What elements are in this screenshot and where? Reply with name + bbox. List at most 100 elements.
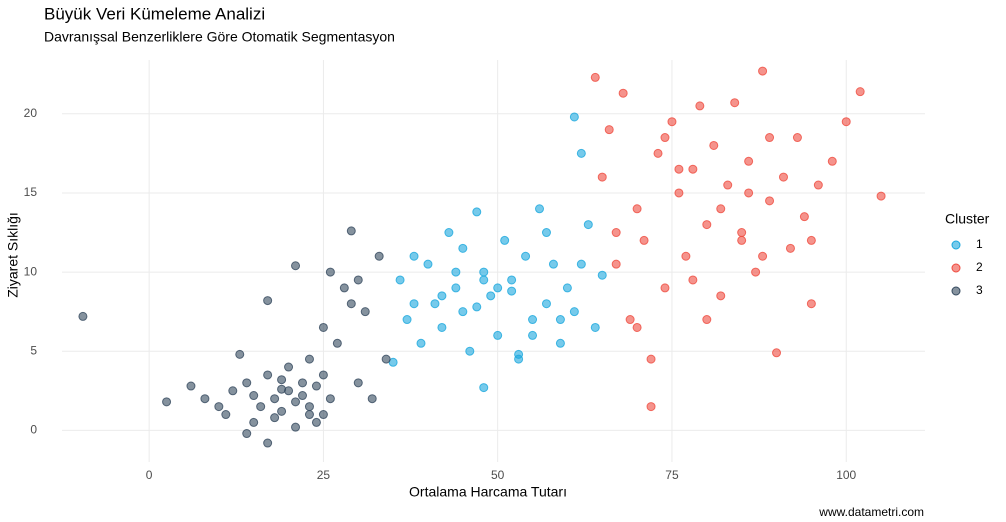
point — [409, 299, 419, 309]
point — [611, 259, 621, 269]
point — [716, 291, 726, 301]
point — [646, 354, 656, 364]
point — [291, 422, 301, 432]
point — [597, 172, 607, 182]
point — [514, 349, 524, 359]
point — [737, 228, 747, 238]
point — [541, 228, 551, 238]
legend-label: 1 — [976, 237, 983, 251]
point — [576, 259, 586, 269]
y-tick-label: 5 — [30, 343, 37, 357]
point — [507, 286, 517, 296]
point — [799, 212, 809, 222]
point — [500, 235, 510, 245]
point — [535, 204, 545, 214]
point — [249, 417, 259, 427]
point — [381, 354, 391, 364]
point — [653, 148, 663, 158]
legend-title: Cluster — [945, 211, 990, 227]
point — [479, 383, 489, 393]
point — [472, 302, 482, 312]
point — [660, 283, 670, 293]
point — [841, 117, 851, 127]
point — [765, 133, 775, 143]
legend-swatch — [951, 286, 961, 296]
point — [569, 112, 579, 122]
point — [284, 362, 294, 372]
point — [555, 338, 565, 348]
point — [346, 226, 356, 236]
point — [437, 291, 447, 301]
point — [758, 251, 768, 261]
point — [318, 410, 328, 420]
x-tick-label: 75 — [665, 468, 679, 482]
point — [806, 299, 816, 309]
point — [270, 394, 280, 404]
y-tick-label: 20 — [24, 106, 38, 120]
point — [360, 307, 370, 317]
point — [402, 315, 412, 325]
point — [291, 397, 301, 407]
point — [304, 410, 314, 420]
point — [618, 88, 628, 98]
point — [444, 228, 454, 238]
point — [325, 394, 335, 404]
point — [597, 270, 607, 280]
point — [792, 133, 802, 143]
point — [702, 220, 712, 230]
point — [78, 311, 88, 321]
legend-label: 3 — [976, 283, 983, 297]
point — [277, 384, 287, 394]
y-tick-label: 0 — [30, 423, 37, 437]
point — [785, 243, 795, 253]
chart-subtitle: Davranışsal Benzerliklere Göre Otomatik … — [44, 29, 395, 45]
point — [813, 180, 823, 190]
point — [876, 191, 886, 201]
point — [541, 299, 551, 309]
point — [430, 299, 440, 309]
point — [632, 204, 642, 214]
point — [744, 156, 754, 166]
point — [256, 402, 266, 412]
point — [758, 66, 768, 76]
point — [291, 261, 301, 271]
point — [855, 87, 865, 97]
point — [263, 296, 273, 306]
point — [311, 381, 321, 391]
point — [493, 283, 503, 293]
point — [263, 370, 273, 380]
point — [297, 391, 307, 401]
point — [521, 251, 531, 261]
point — [304, 354, 314, 364]
point — [528, 330, 538, 340]
point — [632, 322, 642, 332]
point — [702, 315, 712, 325]
point — [479, 275, 489, 285]
legend-label: 2 — [976, 260, 983, 274]
point — [465, 346, 475, 356]
x-tick-label: 0 — [146, 468, 153, 482]
x-tick-label: 100 — [836, 468, 856, 482]
point — [528, 315, 538, 325]
point — [263, 438, 273, 448]
legend-swatch — [951, 240, 961, 250]
point — [723, 180, 733, 190]
point — [353, 275, 363, 285]
point — [493, 330, 503, 340]
point — [325, 267, 335, 277]
point — [611, 228, 621, 238]
point — [548, 259, 558, 269]
point — [709, 140, 719, 150]
point — [200, 394, 210, 404]
y-tick-label: 15 — [24, 185, 38, 199]
point — [737, 235, 747, 245]
point — [639, 235, 649, 245]
point — [555, 315, 565, 325]
point — [583, 220, 593, 230]
point — [695, 101, 705, 111]
caption: www.datametri.com — [818, 505, 924, 519]
point — [318, 370, 328, 380]
point — [214, 402, 224, 412]
point — [486, 291, 496, 301]
